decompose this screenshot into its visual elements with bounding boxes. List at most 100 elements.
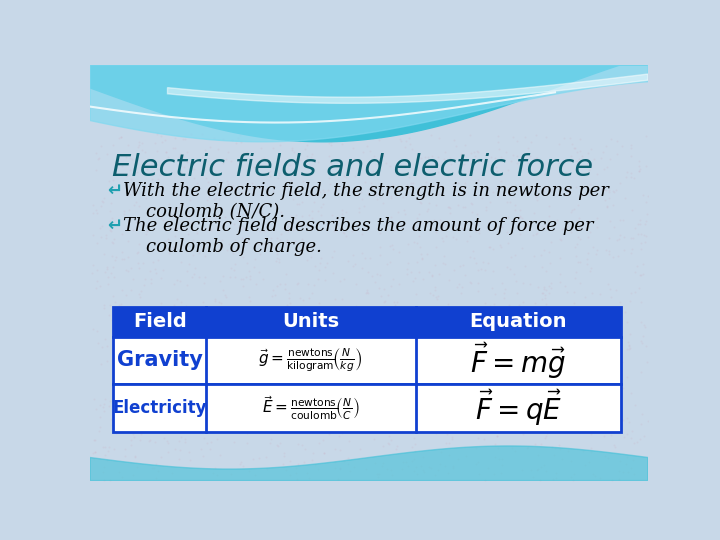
Point bbox=[605, 431, 616, 440]
Point bbox=[149, 397, 161, 406]
Point bbox=[234, 130, 246, 139]
Point bbox=[490, 163, 502, 172]
Point bbox=[569, 349, 580, 357]
Point bbox=[484, 302, 495, 311]
Point bbox=[415, 372, 427, 381]
Point bbox=[144, 377, 156, 386]
Point bbox=[476, 373, 487, 382]
Point bbox=[290, 211, 302, 220]
Point bbox=[479, 404, 490, 413]
Point bbox=[306, 153, 318, 161]
Point bbox=[217, 235, 228, 244]
Point bbox=[558, 134, 570, 143]
Point bbox=[99, 301, 110, 309]
Point bbox=[377, 319, 389, 327]
Point bbox=[395, 137, 406, 145]
Point bbox=[117, 286, 128, 294]
Point bbox=[635, 337, 647, 346]
Point bbox=[472, 334, 484, 343]
Point bbox=[393, 338, 405, 347]
Point bbox=[417, 275, 428, 284]
Point bbox=[291, 475, 302, 483]
Point bbox=[108, 238, 120, 247]
Point bbox=[237, 210, 248, 218]
Point bbox=[166, 339, 178, 347]
Point bbox=[181, 158, 192, 166]
Point bbox=[168, 301, 179, 309]
Point bbox=[274, 280, 285, 288]
Point bbox=[451, 178, 463, 187]
Point bbox=[428, 398, 439, 407]
Point bbox=[89, 448, 101, 456]
Point bbox=[539, 461, 550, 470]
Point bbox=[103, 442, 114, 451]
Point bbox=[387, 275, 398, 284]
Point bbox=[274, 438, 286, 447]
Point bbox=[570, 183, 582, 191]
Point bbox=[397, 311, 409, 320]
Point bbox=[248, 316, 259, 325]
Point bbox=[610, 330, 621, 339]
Point bbox=[618, 215, 629, 224]
Point bbox=[448, 136, 459, 145]
Point bbox=[386, 466, 397, 475]
Point bbox=[123, 382, 135, 391]
Point bbox=[359, 201, 370, 210]
Point bbox=[120, 397, 131, 406]
Polygon shape bbox=[90, 446, 648, 481]
Point bbox=[124, 190, 135, 198]
Point bbox=[641, 341, 652, 350]
Point bbox=[226, 136, 238, 145]
Point bbox=[618, 232, 629, 241]
Point bbox=[518, 179, 529, 188]
Point bbox=[217, 135, 229, 144]
Point bbox=[239, 224, 251, 232]
Point bbox=[128, 200, 140, 209]
Point bbox=[159, 136, 171, 144]
Point bbox=[342, 454, 354, 462]
Point bbox=[407, 178, 418, 187]
Point bbox=[639, 323, 650, 332]
Point bbox=[452, 455, 464, 463]
Point bbox=[376, 330, 387, 339]
Point bbox=[299, 445, 310, 454]
Point bbox=[266, 302, 277, 311]
Point bbox=[503, 213, 514, 222]
Point bbox=[294, 150, 306, 158]
Point bbox=[212, 340, 224, 349]
Point bbox=[89, 447, 101, 456]
Point bbox=[143, 154, 154, 163]
Point bbox=[210, 463, 221, 472]
Point bbox=[209, 294, 220, 303]
Point bbox=[559, 281, 571, 290]
Point bbox=[592, 223, 603, 232]
Point bbox=[567, 476, 578, 484]
Point bbox=[253, 454, 265, 463]
Point bbox=[322, 185, 333, 194]
Point bbox=[352, 310, 364, 319]
Point bbox=[197, 298, 209, 306]
Point bbox=[107, 213, 118, 222]
Point bbox=[439, 147, 451, 156]
Point bbox=[490, 184, 502, 193]
Point bbox=[384, 161, 395, 170]
Point bbox=[348, 172, 360, 180]
Point bbox=[518, 224, 529, 232]
Point bbox=[496, 461, 508, 469]
Point bbox=[601, 202, 613, 211]
Point bbox=[567, 307, 579, 315]
Point bbox=[209, 377, 220, 386]
Point bbox=[183, 230, 194, 239]
Point bbox=[548, 354, 559, 362]
Point bbox=[322, 258, 333, 267]
Point bbox=[315, 211, 327, 219]
Point bbox=[426, 225, 437, 233]
Point bbox=[579, 382, 590, 391]
Point bbox=[421, 207, 433, 215]
Point bbox=[403, 173, 415, 181]
Point bbox=[439, 314, 451, 323]
Point bbox=[394, 135, 405, 144]
Point bbox=[543, 212, 554, 220]
Point bbox=[387, 241, 398, 249]
Point bbox=[516, 214, 527, 223]
